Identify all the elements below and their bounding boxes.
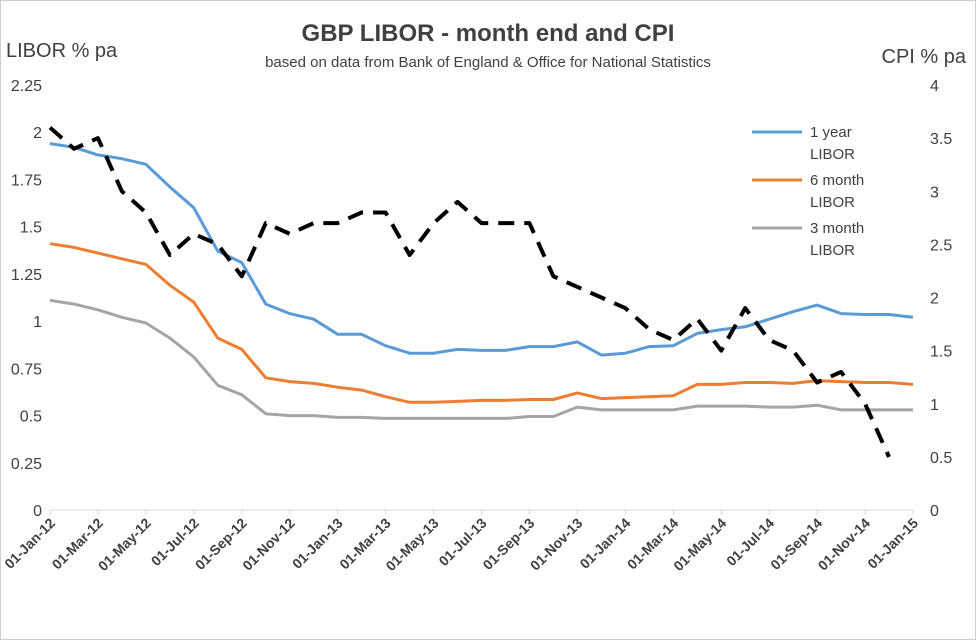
legend-label-2: 3 month	[810, 220, 864, 237]
x-tick-label: 01-Jan-15	[864, 515, 921, 572]
y-tick-left: 2.25	[11, 78, 42, 95]
y-tick-left: 1.75	[11, 172, 42, 189]
x-tick-label: 01-Nov-14	[815, 515, 874, 574]
legend-label-2-cont: LIBOR	[810, 242, 855, 259]
y-tick-right: 3	[930, 184, 939, 201]
legend-label-0: 1 year	[810, 124, 852, 141]
y-tick-left: 0	[33, 503, 42, 520]
y-tick-right: 0	[930, 503, 939, 520]
series-line-0	[49, 142, 914, 357]
series-line-3	[48, 126, 891, 458]
y-tick-right: 0.5	[930, 450, 952, 467]
y-tick-right: 2.5	[930, 237, 952, 254]
x-tick-label: 01-May-14	[670, 515, 729, 574]
y-tick-right: 1.5	[930, 344, 952, 361]
y-tick-right: 3.5	[930, 131, 952, 148]
y-tick-left: 0.75	[11, 361, 42, 378]
y-tick-left: 2	[33, 125, 42, 142]
y-tick-left: 0.5	[20, 409, 42, 426]
legend: 1 year LIBOR 6 month LIBOR 3 month LIBOR	[752, 124, 864, 259]
chart-subtitle: based on data from Bank of England & Off…	[265, 54, 711, 71]
y-axis-left-label: LIBOR % pa	[6, 40, 118, 62]
y-tick-right: 2	[930, 291, 939, 308]
x-tick-label: 01-Nov-12	[239, 515, 298, 574]
y-axis-right-label: CPI % pa	[881, 46, 966, 68]
y-tick-right: 4	[930, 78, 939, 95]
legend-label-1-cont: LIBOR	[810, 194, 855, 211]
x-tick-label: 01-May-12	[95, 515, 154, 574]
y-tick-left: 1.5	[20, 220, 42, 237]
legend-label-0-cont: LIBOR	[810, 146, 855, 163]
x-tick-label: 01-May-13	[382, 515, 441, 574]
y-tick-left: 1.25	[11, 267, 42, 284]
legend-label-1: 6 month	[810, 172, 864, 189]
y-tick-left: 1	[33, 314, 42, 331]
series-line-2	[49, 298, 913, 420]
y-tick-right: 1	[930, 397, 939, 414]
chart-title: GBP LIBOR - month end and CPI	[301, 20, 675, 47]
series-layer	[48, 126, 914, 458]
y-tick-left: 0.25	[11, 456, 42, 473]
x-tick-label: 01-Nov-13	[527, 515, 586, 574]
series-line-1	[49, 242, 914, 404]
